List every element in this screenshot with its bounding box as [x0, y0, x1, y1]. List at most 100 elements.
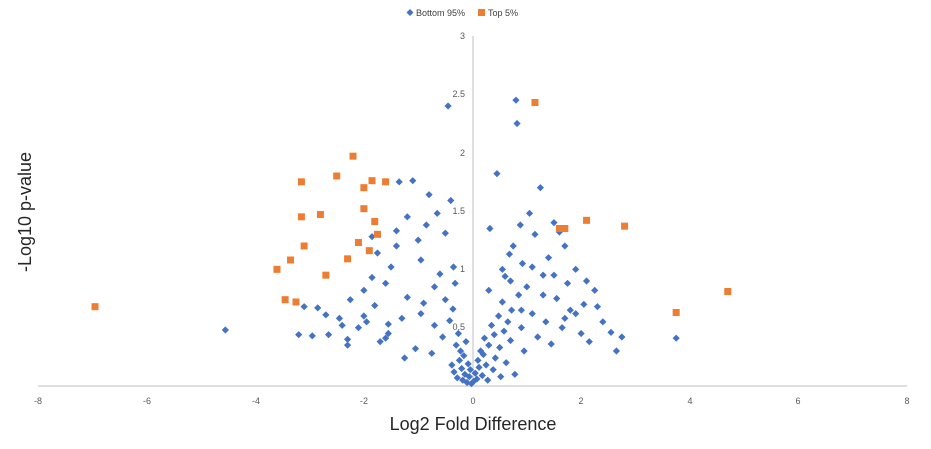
data-point-top-5: [724, 288, 732, 295]
data-point-top-5: [344, 255, 352, 263]
data-point-bottom-95: [314, 304, 322, 312]
data-point-bottom-95: [324, 331, 333, 339]
data-point-bottom-95: [465, 373, 473, 381]
data-point-bottom-95: [561, 242, 569, 250]
data-point-bottom-95: [403, 293, 411, 301]
legend-label-bottom: Bottom 95%: [416, 8, 465, 18]
data-point-top-5: [672, 309, 680, 316]
data-point-bottom-95: [308, 332, 316, 340]
data-point-bottom-95: [534, 333, 542, 341]
data-point-bottom-95: [528, 263, 536, 271]
data-point-bottom-95: [672, 334, 680, 342]
data-point-bottom-95: [362, 318, 371, 326]
data-point-top-5: [621, 222, 629, 230]
data-point-bottom-95: [491, 354, 499, 362]
data-point-bottom-95: [585, 338, 593, 346]
data-point-bottom-95: [528, 310, 536, 318]
data-point-top-5: [273, 265, 281, 273]
data-point-bottom-95: [346, 296, 354, 304]
data-point-bottom-95: [580, 300, 588, 308]
data-point-bottom-95: [539, 291, 547, 299]
data-point-top-5: [360, 205, 368, 213]
data-point-top-5: [583, 216, 591, 224]
data-point-bottom-95: [439, 333, 447, 341]
data-point-bottom-95: [482, 361, 490, 369]
data-point-bottom-95: [513, 119, 521, 128]
x-tick-label: -8: [34, 396, 42, 406]
data-point-bottom-95: [471, 369, 479, 377]
data-point-bottom-95: [502, 359, 510, 367]
data-point-bottom-95: [593, 303, 602, 311]
data-point-bottom-95: [504, 318, 512, 326]
x-tick-label: 6: [795, 396, 800, 406]
data-point-top-5: [561, 225, 569, 232]
data-point-bottom-95: [561, 314, 569, 322]
data-point-bottom-95: [466, 366, 474, 374]
data-point-bottom-95: [577, 329, 585, 338]
series-bottom-95: [221, 96, 680, 388]
data-point-bottom-95: [451, 279, 459, 287]
y-tick-label: 1.5: [452, 206, 465, 216]
data-point-bottom-95: [536, 184, 544, 192]
data-point-bottom-95: [428, 349, 436, 357]
data-point-bottom-95: [493, 170, 501, 178]
y-tick-label: 3: [460, 31, 465, 41]
x-tick-label: 8: [904, 396, 909, 406]
data-point-bottom-95: [523, 283, 531, 291]
data-point-bottom-95: [461, 370, 469, 378]
data-point-bottom-95: [498, 298, 506, 306]
x-tick-labels: -8 -6 -4 -2 0 2 4 6 8: [34, 396, 910, 406]
data-point-bottom-95: [550, 219, 558, 227]
data-point-top-5: [333, 172, 341, 180]
data-point-bottom-95: [387, 263, 395, 271]
data-point-bottom-95: [452, 341, 460, 349]
data-point-bottom-95: [436, 270, 444, 278]
data-point-bottom-95: [368, 273, 376, 282]
data-point-bottom-95: [368, 233, 376, 241]
data-point-bottom-95: [525, 209, 534, 217]
data-point-top-5: [292, 298, 300, 306]
series-top-5: [91, 99, 732, 316]
data-point-bottom-95: [433, 209, 441, 217]
data-point-bottom-95: [563, 279, 572, 287]
data-point-bottom-95: [322, 311, 330, 319]
data-point-bottom-95: [618, 333, 626, 341]
data-point-bottom-95: [446, 317, 454, 325]
data-point-top-5: [287, 256, 295, 264]
data-point-bottom-95: [360, 312, 368, 320]
data-point-bottom-95: [425, 191, 433, 199]
data-point-bottom-95: [550, 271, 558, 279]
y-tick-label: 2: [460, 148, 465, 158]
data-point-bottom-95: [517, 306, 525, 314]
data-point-bottom-95: [496, 343, 504, 352]
x-tick-label: 2: [578, 396, 583, 406]
data-point-bottom-95: [516, 221, 524, 229]
legend-marker-top: [478, 9, 485, 16]
data-point-bottom-95: [414, 236, 422, 244]
data-point-bottom-95: [572, 310, 580, 318]
data-point-top-5: [382, 178, 390, 186]
data-point-bottom-95: [449, 263, 458, 271]
data-point-bottom-95: [512, 96, 520, 104]
data-point-bottom-95: [479, 350, 487, 359]
data-point-bottom-95: [515, 291, 523, 299]
data-point-bottom-95: [484, 376, 492, 384]
data-point-bottom-95: [494, 312, 503, 320]
data-point-bottom-95: [453, 374, 461, 382]
data-point-bottom-95: [518, 259, 527, 268]
data-point-bottom-95: [447, 196, 455, 205]
data-point-bottom-95: [441, 296, 449, 304]
data-point-bottom-95: [558, 324, 566, 332]
data-point-bottom-95: [382, 334, 390, 342]
y-tick-label: 2.5: [452, 89, 465, 99]
data-point-bottom-95: [441, 229, 449, 237]
data-point-bottom-95: [376, 338, 384, 346]
data-point-bottom-95: [509, 242, 517, 250]
x-tick-label: 4: [687, 396, 692, 406]
data-point-bottom-95: [401, 354, 409, 362]
data-point-bottom-95: [485, 341, 493, 349]
data-point-bottom-95: [373, 249, 382, 257]
data-point-bottom-95: [384, 320, 392, 328]
x-tick-label: -6: [143, 396, 151, 406]
